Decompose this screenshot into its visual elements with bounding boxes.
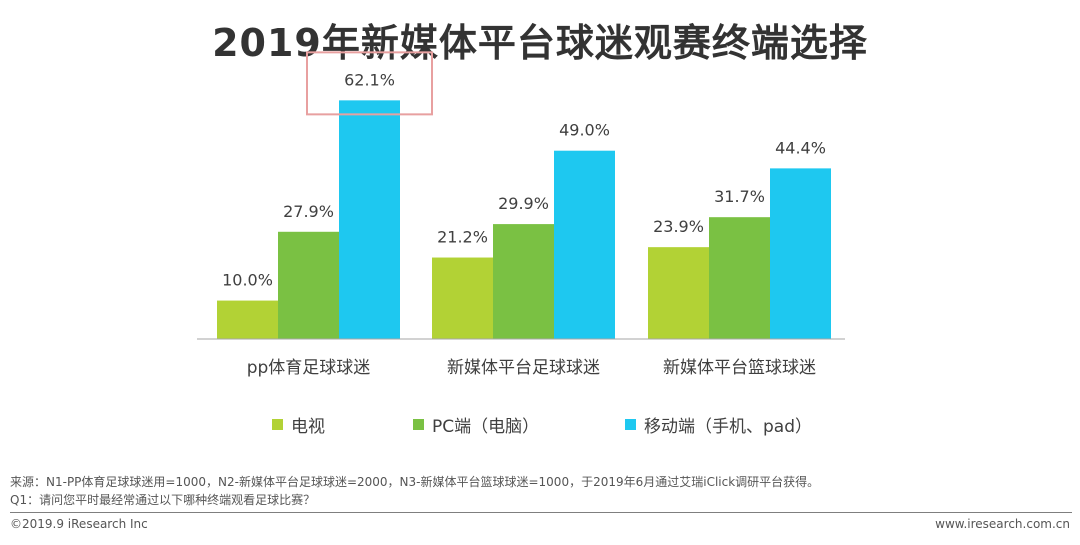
- data-label-1-2: 31.7%: [714, 187, 765, 206]
- legend-swatch-tv: [272, 419, 283, 430]
- category-label-1: 新媒体平台足球球迷: [447, 358, 600, 378]
- bar-0-2: [648, 247, 709, 339]
- category-label-0: pp体育足球球迷: [247, 358, 371, 378]
- data-label-1-0: 27.9%: [283, 202, 334, 221]
- legend-swatch-mobile: [625, 419, 636, 430]
- category-label-2: 新媒体平台篮球球迷: [663, 358, 816, 378]
- bar-2-0: [339, 100, 400, 339]
- source-note: 来源：N1-PP体育足球球迷用=1000，N2-新媒体平台足球球迷=2000，N…: [10, 475, 820, 489]
- bar-0-1: [432, 257, 493, 339]
- chart-legend: 电视 PC端（电脑） 移动端（手机、pad）: [0, 412, 1080, 438]
- footer-copyright: ©2019.9 iResearch Inc: [10, 517, 148, 531]
- legend-item-mobile: 移动端（手机、pad）: [625, 412, 812, 437]
- data-label-0-0: 10.0%: [222, 271, 273, 290]
- footer-website: www.iresearch.com.cn: [935, 517, 1070, 531]
- footer-divider: [10, 512, 1072, 513]
- bar-1-1: [493, 224, 554, 339]
- legend-label-pc: PC端（电脑）: [432, 417, 540, 437]
- legend-item-tv: 电视: [272, 412, 325, 437]
- highlight-box: [306, 51, 433, 116]
- bar-0-0: [217, 300, 278, 339]
- legend-swatch-pc: [413, 419, 424, 430]
- data-label-0-2: 23.9%: [653, 217, 704, 236]
- question-note: Q1：请问您平时最经常通过以下哪种终端观看足球比赛？: [10, 493, 316, 507]
- data-label-1-1: 29.9%: [498, 194, 549, 213]
- legend-label-tv: 电视: [291, 417, 325, 437]
- chart-title: 2019年新媒体平台球迷观赛终端选择: [212, 21, 868, 65]
- data-label-2-0: 62.1%: [344, 70, 395, 89]
- source-note-block: 来源：N1-PP体育足球球迷用=1000，N2-新媒体平台足球球迷=2000，N…: [10, 473, 819, 509]
- data-label-0-1: 21.2%: [437, 228, 488, 247]
- data-label-2-1: 49.0%: [559, 121, 610, 140]
- bar-2-2: [770, 168, 831, 339]
- bar-2-1: [554, 150, 615, 339]
- legend-item-pc: PC端（电脑）: [413, 412, 539, 437]
- legend-label-mobile: 移动端（手机、pad）: [644, 417, 812, 437]
- bar-1-0: [278, 231, 339, 339]
- data-label-2-2: 44.4%: [775, 138, 826, 157]
- bar-1-2: [709, 217, 770, 339]
- bar-chart: 10.0% 27.9% 62.1% pp体育足球球迷 21.2% 29.9% 49.0% 新媒…: [197, 51, 845, 378]
